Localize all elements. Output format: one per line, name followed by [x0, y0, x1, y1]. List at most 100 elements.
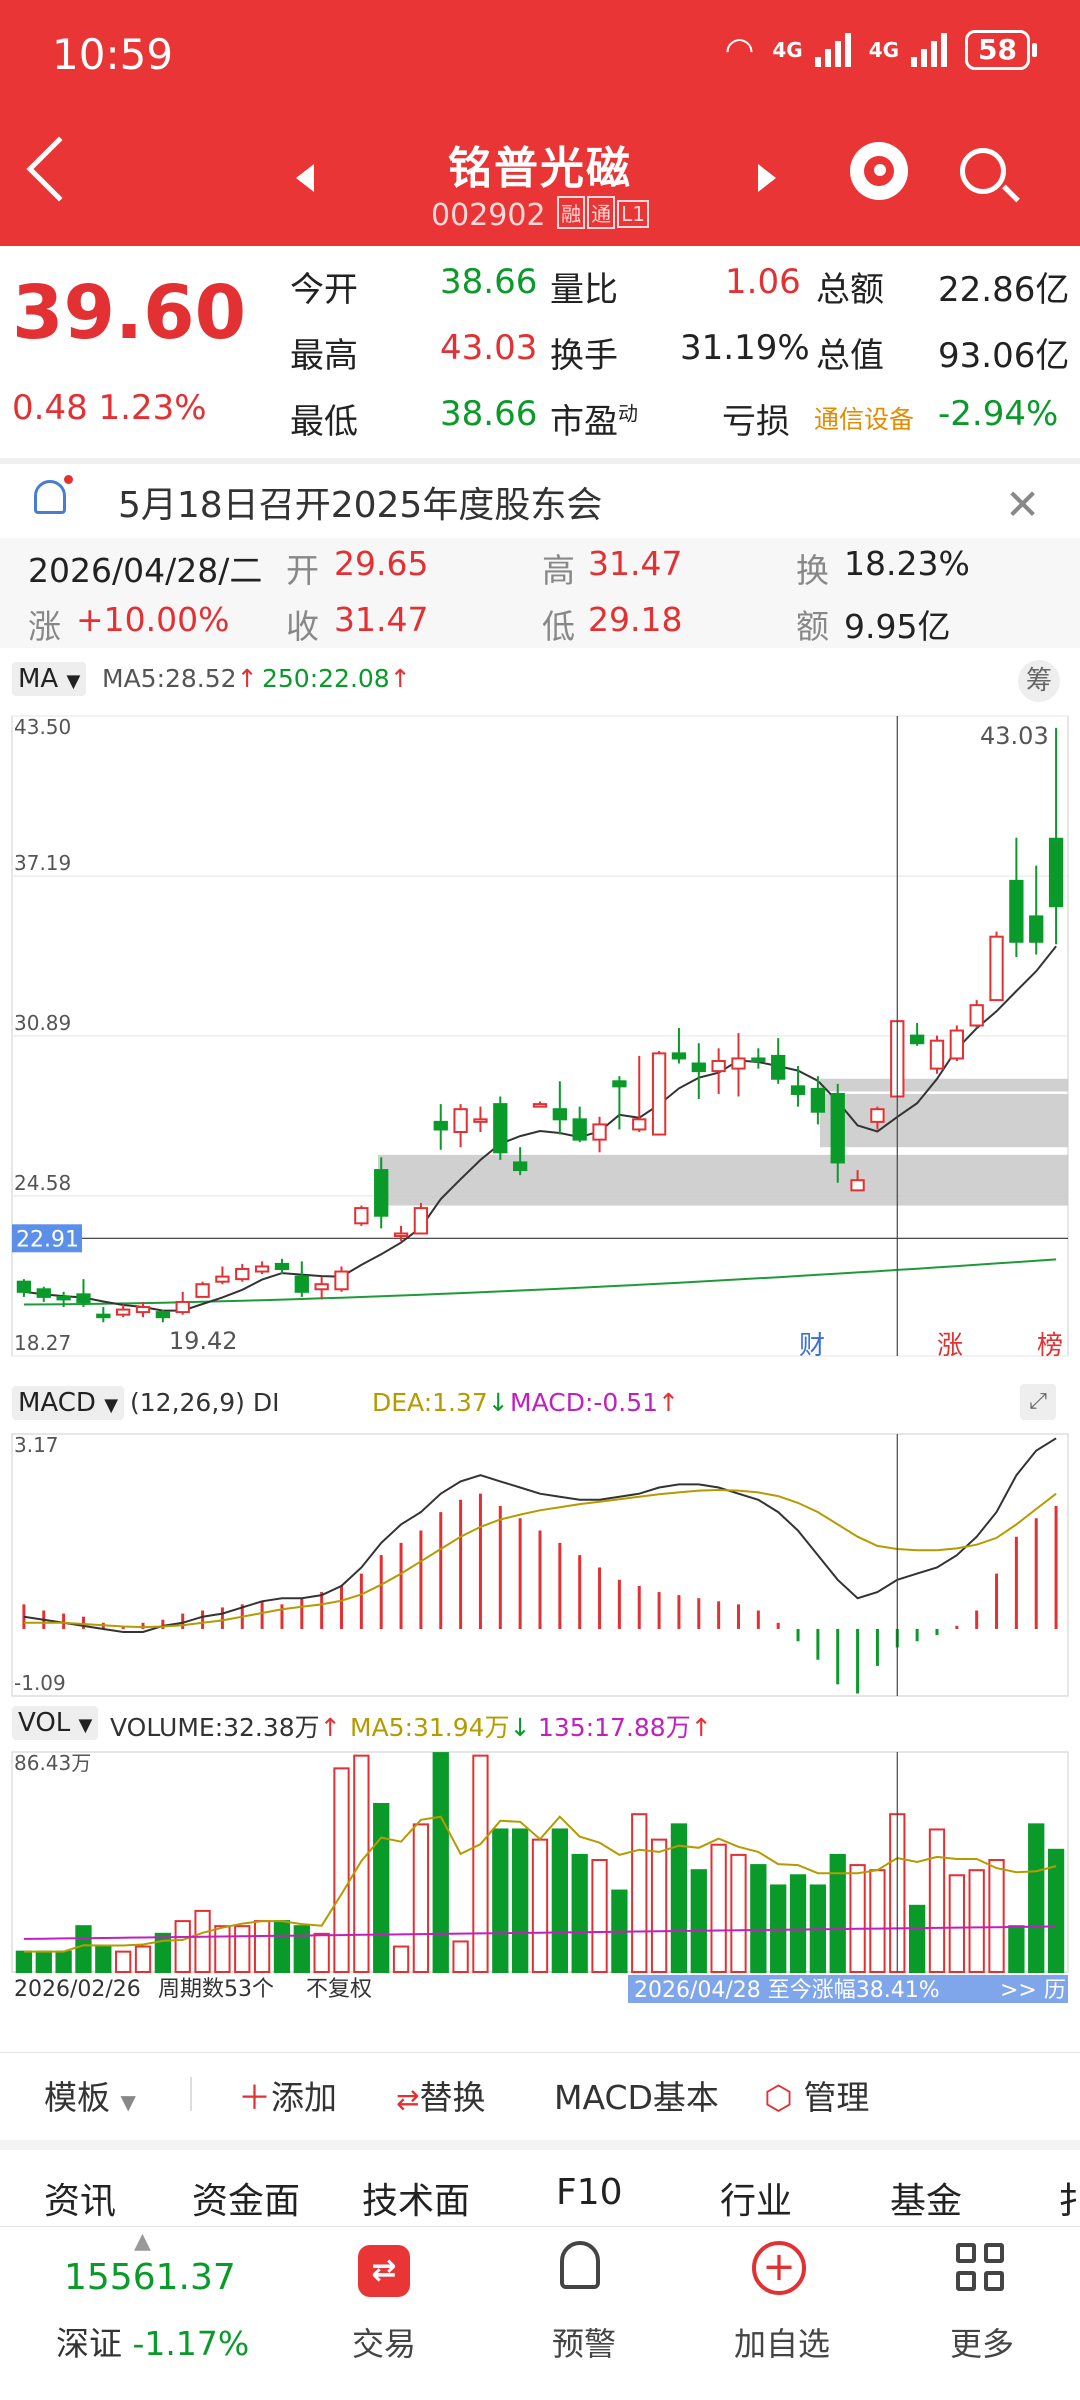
detail-chg-label: 涨: [28, 607, 61, 646]
tab-capital[interactable]: 资金面: [192, 2181, 301, 2222]
chevron-down-icon: ▼: [104, 1395, 119, 1416]
next-stock-arrow-icon[interactable]: [758, 164, 776, 192]
template-button[interactable]: 模板 ▼: [44, 2071, 136, 2119]
level-tag: L1: [617, 200, 649, 228]
battery-icon: 58: [965, 30, 1037, 70]
template-label: 模板: [44, 2078, 110, 2117]
replace-indicator-button[interactable]: ⇄替换: [396, 2071, 485, 2119]
volume-bar: [988, 1859, 1005, 1973]
event-marker: 财: [799, 1331, 825, 1361]
indicator-toolbar: 模板 ▼ ＋添加 ⇄替换 MACD基本 ⬡ 管理: [0, 2052, 1080, 2132]
volume-bar: [194, 1909, 211, 1973]
index-value[interactable]: 15561.37: [64, 2257, 236, 2298]
candle-body: [334, 1270, 349, 1291]
volume-bar: [631, 1813, 648, 1973]
candle-body: [294, 1275, 309, 1293]
sector-link[interactable]: 通信设备: [814, 405, 915, 434]
expand-icon[interactable]: ⤢: [1020, 1384, 1056, 1420]
candle-body: [771, 1054, 786, 1080]
tab-f10[interactable]: F10: [556, 2172, 623, 2213]
volume-bar: [253, 1920, 271, 1973]
manage-indicator-button[interactable]: ⬡ 管理: [764, 2071, 869, 2119]
candle-body: [810, 1087, 826, 1113]
tab-fund[interactable]: 基金: [890, 2181, 963, 2222]
range-info-text: 2026/04/28 至今涨幅38.41%: [634, 1978, 940, 2003]
alert-label[interactable]: 预警: [551, 2325, 616, 2363]
tab-technical[interactable]: 技术面: [362, 2181, 471, 2222]
caret-up-icon: ▲: [134, 2229, 151, 2254]
candle-body: [1048, 837, 1064, 908]
pe-label: 市盈动: [550, 394, 638, 443]
volume-bar: [234, 1925, 251, 1973]
notice-banner[interactable]: 5月18日召开2025年度股东会 ✕: [0, 464, 1080, 536]
trade-icon[interactable]: ⇄: [358, 2245, 410, 2297]
candle-body: [989, 935, 1004, 1002]
detail-date: 2026/04/28/二: [28, 551, 263, 590]
tab-industry[interactable]: 行业: [720, 2181, 793, 2222]
candle-body: [929, 1039, 945, 1070]
y-tick-label: 37.19: [14, 851, 71, 875]
volume-bar: [373, 1803, 390, 1973]
chip-distribution-button[interactable]: 筹: [1018, 660, 1060, 702]
detail-amt-label: 额: [796, 607, 829, 646]
candle-body: [1009, 879, 1024, 943]
turnover-value: 31.19%: [680, 328, 810, 368]
bell-icon: [34, 475, 73, 514]
replace-label: 替换: [419, 2078, 486, 2117]
chevron-down-icon: ▼: [120, 2090, 136, 2114]
divider: [0, 458, 1080, 464]
more-label[interactable]: 更多: [949, 2325, 1014, 2363]
vol-ma135-legend: 135:17.88万↑: [538, 1708, 712, 1744]
search-icon[interactable]: [960, 148, 1006, 194]
candle-body: [36, 1288, 51, 1298]
close-icon[interactable]: ✕: [1005, 480, 1041, 529]
vol-ma5-line: [23, 1815, 1057, 1953]
add-watch-label[interactable]: 加自选: [733, 2325, 830, 2363]
connect-tag: 通: [587, 196, 616, 229]
candle-body: [433, 1120, 448, 1131]
pe-value: 亏损: [722, 402, 790, 442]
vol-indicator-select[interactable]: VOL ▼: [12, 1706, 99, 1740]
volume-bar: [452, 1940, 469, 1973]
low-value: 38.66: [440, 394, 538, 434]
volume-bar: [412, 1823, 430, 1973]
candle-body: [691, 1062, 706, 1073]
macd-chart[interactable]: 3.17 -1.09: [0, 1426, 1080, 1704]
support-zone: [820, 1078, 1068, 1092]
candle-body: [76, 1293, 91, 1303]
candle-body: [473, 1118, 488, 1123]
volume-chart[interactable]: 86.43万 2026/02/26 周期数53个 不复权 2026/04/28 至今涨幅…: [0, 1744, 1080, 2050]
index-info[interactable]: 深证 -1.17%: [56, 2317, 249, 2365]
main-indicator-select[interactable]: MA ▼: [12, 662, 87, 696]
pe-superscript: 动: [618, 401, 638, 426]
macd-basic-button[interactable]: MACD基本: [554, 2078, 719, 2117]
prev-stock-arrow-icon[interactable]: [296, 164, 314, 192]
candle-body: [135, 1306, 151, 1314]
candlestick-chart[interactable]: 43.50 37.19 30.89 24.58 18.27 22.91 43.03 19.42…: [0, 706, 1080, 1382]
candle-body: [512, 1161, 528, 1172]
max-price-label: 43.03: [980, 722, 1049, 750]
candle-body: [116, 1308, 131, 1316]
more-grid-icon[interactable]: [956, 2243, 1006, 2293]
assistant-robot-icon[interactable]: [850, 142, 908, 200]
add-label: 添加: [271, 2078, 337, 2117]
candle-body: [790, 1085, 806, 1095]
chart-area[interactable]: MA ▼ MA5:28.52↑ 250:22.08↑ 筹 43.50 37.19 3…: [0, 648, 1080, 2048]
alert-bell-icon[interactable]: [560, 2241, 600, 2289]
candle-body: [16, 1280, 32, 1293]
tab-news[interactable]: 资讯: [44, 2181, 117, 2222]
stock-code-row: 002902 融通 L1: [0, 196, 1080, 233]
vol-ma135-text: 135:17.88万: [538, 1713, 691, 1742]
change-percent: 1.23%: [98, 388, 207, 428]
tab-more-partial[interactable]: 扌: [1058, 2181, 1080, 2222]
trade-label[interactable]: 交易: [351, 2325, 416, 2363]
add-watch-icon[interactable]: +: [752, 2241, 806, 2295]
detail-low-label: 低: [542, 607, 575, 646]
macd-indicator-select[interactable]: MACD ▼: [12, 1386, 125, 1420]
period-count-label: 周期数53个: [158, 1977, 274, 2002]
status-time: 10:59: [52, 30, 174, 79]
macd-y-bottom: -1.09: [14, 1671, 66, 1695]
notice-text[interactable]: 5月18日召开2025年度股东会: [118, 485, 603, 526]
reference-price-label: 22.91: [16, 1227, 79, 1252]
add-indicator-button[interactable]: ＋添加: [238, 2071, 337, 2119]
